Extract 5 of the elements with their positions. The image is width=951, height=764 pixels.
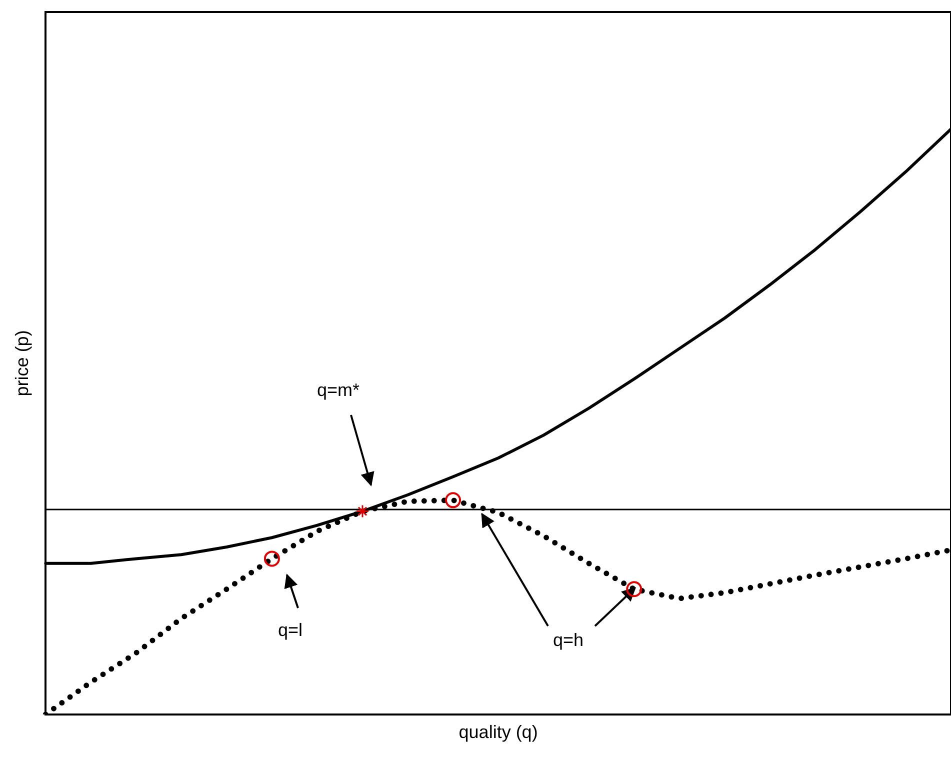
- annotation: q=m*: [317, 380, 360, 401]
- x-axis-title: quality (q): [458, 722, 538, 742]
- y-axis-title: price (p): [12, 330, 32, 396]
- annotation: q=l: [278, 620, 303, 641]
- annotation: q=h: [553, 630, 584, 651]
